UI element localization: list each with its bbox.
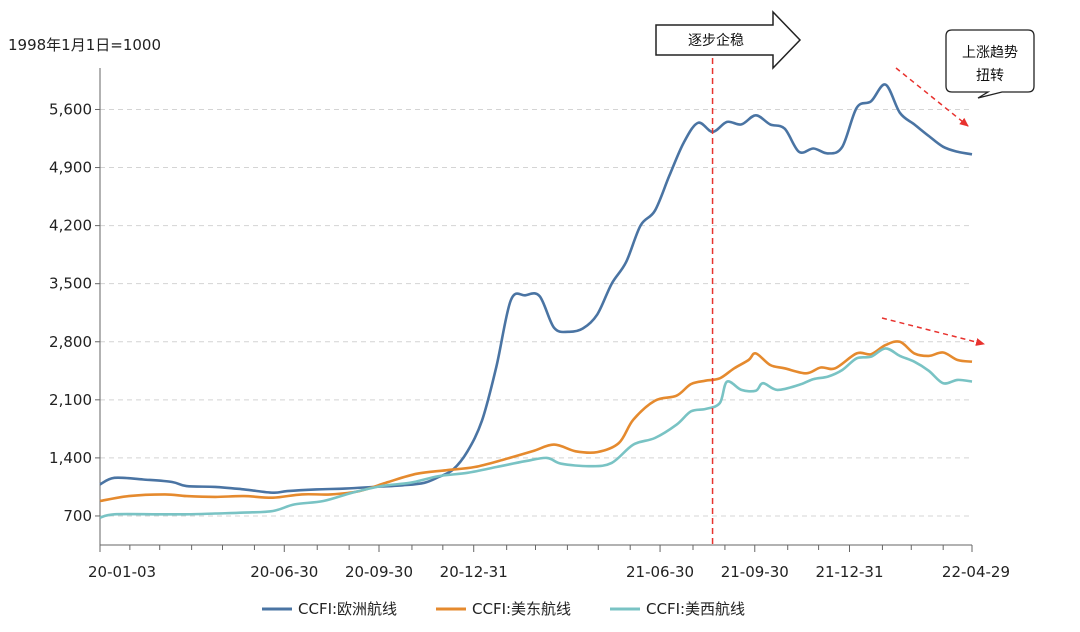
x-tick-label: 20-09-30 [345, 563, 413, 581]
x-tick-label: 22-04-29 [942, 563, 1010, 581]
y-tick-label: 2,100 [49, 391, 92, 409]
series-line-2 [99, 340, 973, 503]
x-tick-label: 21-12-31 [815, 563, 883, 581]
trend-reversal-bubble [945, 29, 1035, 99]
y-tick-label: 1,400 [49, 449, 92, 467]
y-tick-label: 700 [63, 507, 92, 525]
series-line-1 [99, 83, 973, 495]
legend-label: CCFI:美西航线 [646, 600, 745, 618]
stabilize-arrow-shape [655, 10, 802, 70]
trend-reversal-label-line2: 扭转 [976, 68, 1004, 84]
legend: CCFI:欧洲航线 CCFI:美东航线 CCFI:美西航线 [262, 600, 745, 618]
y-tick-label: 4,900 [49, 159, 92, 177]
x-tick-label: 21-09-30 [721, 563, 789, 581]
stabilize-arrow-callout: 逐步企稳 [655, 10, 802, 70]
y-tick-labels: 700 1,400 2,100 2,800 3,500 4,200 4,900 5,600 [49, 100, 92, 524]
y-tick-label: 2,800 [49, 333, 92, 351]
x-tick-label: 21-06-30 [626, 563, 694, 581]
y-unit-label: 1998年1月1日=1000 [8, 36, 161, 54]
y-tick-label: 4,200 [49, 217, 92, 235]
legend-label: CCFI:美东航线 [472, 600, 571, 618]
legend-label: CCFI:欧洲航线 [298, 600, 397, 618]
y-tick-label: 3,500 [49, 275, 92, 293]
trend-arrow-europe [895, 67, 969, 127]
grid-lines [95, 108, 972, 517]
x-tick-label: 20-06-30 [250, 563, 318, 581]
series-lines [99, 83, 973, 519]
trend-arrow-us [881, 317, 985, 346]
trend-reversal-callout: 上涨趋势 扭转 [945, 29, 1035, 99]
stabilize-arrow-label: 逐步企稳 [688, 32, 744, 49]
x-tick-label: 20-01-03 [88, 563, 156, 581]
y-tick-label: 5,600 [49, 100, 92, 118]
trend-reversal-label-line1: 上涨趋势 [962, 45, 1018, 61]
axes [99, 68, 973, 552]
series-line-3 [99, 347, 973, 519]
x-tick-label: 20-12-31 [440, 563, 508, 581]
x-tick-labels: 20-01-03 20-06-30 20-09-30 20-12-31 21-06-30… [88, 563, 1010, 581]
